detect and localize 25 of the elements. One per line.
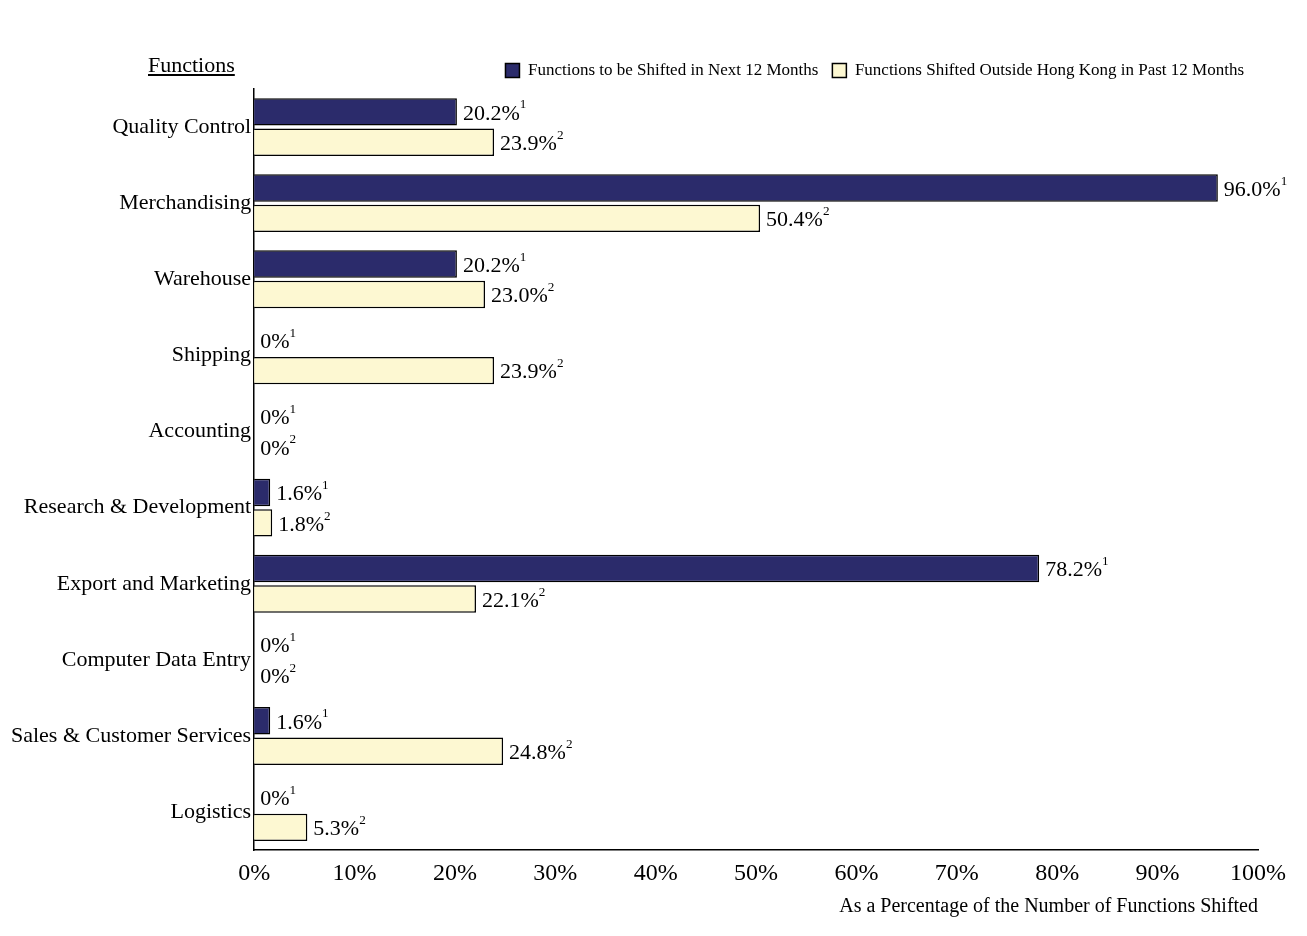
x-tick-label: 20%	[432, 858, 477, 885]
x-tick-label: 50%	[734, 858, 779, 885]
y-tick-label: Merchandising	[119, 188, 252, 214]
x-axis-title: As a Percentage of the Number of Functions Shifted	[839, 894, 1258, 918]
x-tick-label: 30%	[533, 858, 578, 885]
x-tick-label: 10%	[332, 858, 377, 885]
x-tick-label: 80%	[1035, 858, 1080, 885]
y-tick-label: Quality Control	[112, 112, 252, 138]
y-tick-label: Logistics	[170, 797, 252, 823]
legend-label: Functions to be Shifted in Next 12 Months	[527, 59, 819, 79]
x-tick-label: 70%	[934, 858, 979, 885]
y-tick-label: Research & Development	[23, 493, 252, 519]
y-tick-label: Shipping	[171, 341, 252, 367]
x-tick-label: 0%	[238, 858, 271, 885]
y-tick-label: Accounting	[148, 417, 252, 443]
legend-label: Functions Shifted Outside Hong Kong in Past 12 Months	[854, 59, 1244, 79]
x-tick-label: 100%	[1230, 858, 1286, 885]
y-tick-label: Warehouse	[153, 265, 252, 291]
x-tick-label: 60%	[834, 858, 879, 885]
x-tick-label: 40%	[633, 858, 678, 885]
x-tick-label: 90%	[1135, 858, 1180, 885]
y-axis-title: Functions	[148, 52, 235, 78]
y-tick-label: Sales & Customer Services	[10, 721, 252, 747]
y-tick-label: Export and Marketing	[56, 569, 252, 595]
y-tick-label: Computer Data Entry	[61, 645, 252, 671]
